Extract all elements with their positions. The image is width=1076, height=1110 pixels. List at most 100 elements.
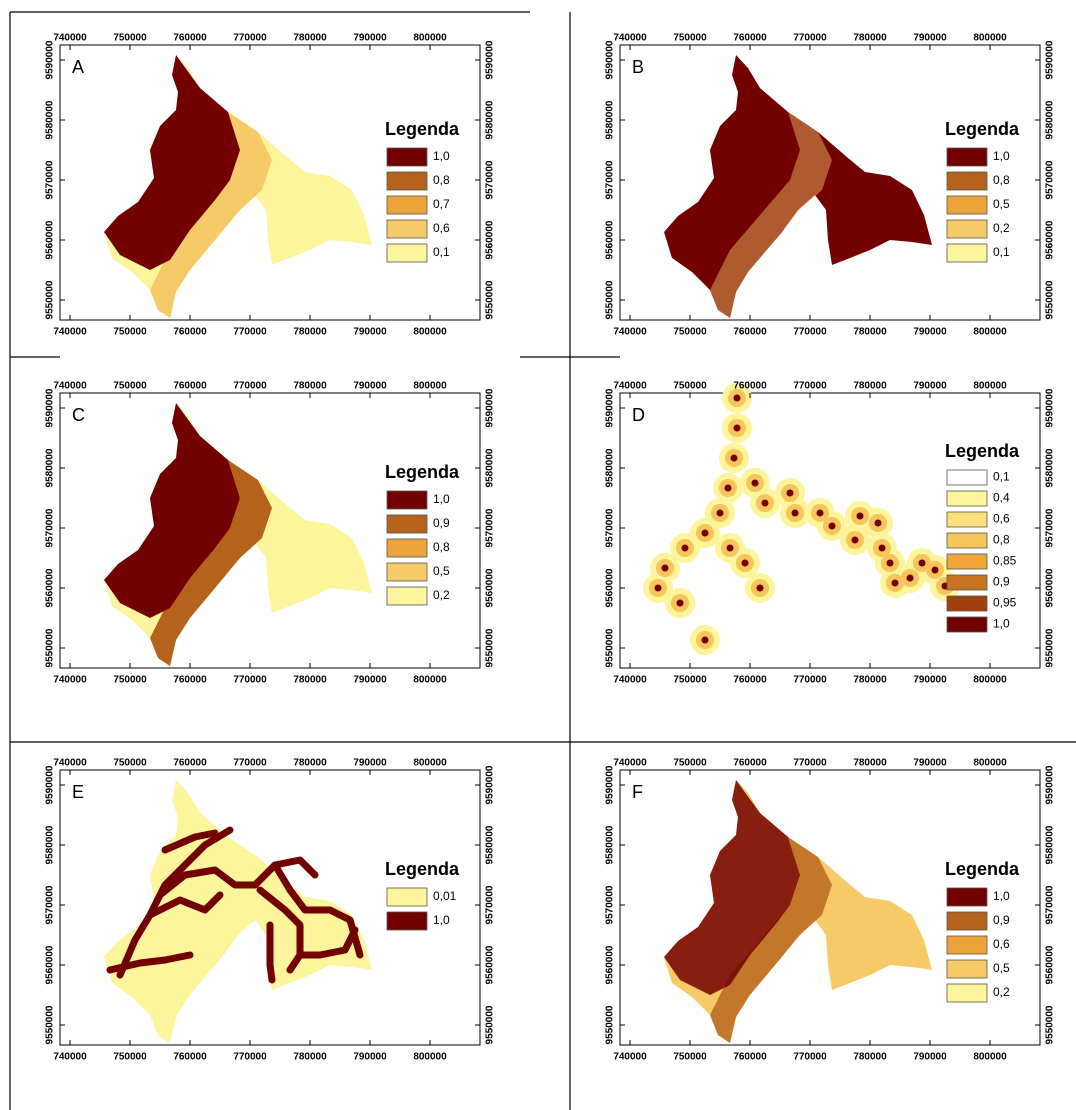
y-tick-label: 9580000	[605, 100, 616, 139]
buffer-core	[879, 545, 886, 552]
x-tick-label: 760000	[173, 33, 207, 44]
legend-label: 0,8	[993, 533, 1010, 547]
y-tick-label: 9570000	[1045, 885, 1056, 924]
y-tick-label: 9590000	[605, 40, 616, 79]
x-tick-label: 780000	[293, 758, 327, 769]
buffer-core	[734, 425, 741, 432]
x-tick-label: 750000	[673, 381, 707, 392]
x-tick-label: 800000	[973, 758, 1007, 769]
x-tick-label: 750000	[673, 758, 707, 769]
y-tick-label: 9590000	[605, 388, 616, 427]
y-tick-label: 9560000	[605, 945, 616, 984]
y-tick-label: 9550000	[1045, 628, 1056, 667]
buffer-core	[725, 485, 732, 492]
map-zone	[104, 55, 240, 270]
x-tick-label: 790000	[913, 758, 947, 769]
legend-swatch	[947, 888, 987, 906]
y-tick-label: 9560000	[45, 220, 56, 259]
x-tick-label: 740000	[53, 758, 87, 769]
y-tick-label: 9550000	[485, 628, 496, 667]
legend-label: 0,6	[993, 937, 1010, 951]
y-tick-label: 9550000	[605, 280, 616, 319]
y-tick-label: 9560000	[1045, 220, 1056, 259]
y-tick-label: 9560000	[605, 220, 616, 259]
legend-swatch	[387, 515, 427, 533]
legend-title: Legenda	[945, 441, 1020, 461]
legend-label: 0,1	[993, 245, 1010, 259]
x-tick-label: 740000	[613, 33, 647, 44]
y-tick-label: 9590000	[45, 40, 56, 79]
y-tick-label: 9580000	[45, 100, 56, 139]
buffer-core	[662, 565, 669, 572]
y-tick-label: 9570000	[485, 508, 496, 547]
x-tick-label: 790000	[353, 381, 387, 392]
x-tick-label: 750000	[673, 327, 707, 338]
x-tick-label: 790000	[353, 1052, 387, 1063]
legend-label: 1,0	[433, 149, 450, 163]
x-tick-label: 790000	[913, 327, 947, 338]
legend-swatch	[387, 244, 427, 262]
buffer-core	[875, 520, 882, 527]
y-tick-label: 9580000	[485, 100, 496, 139]
legend-swatch	[947, 554, 987, 569]
x-tick-label: 760000	[173, 758, 207, 769]
legend-label: 0,9	[993, 913, 1010, 927]
y-tick-label: 9550000	[605, 628, 616, 667]
x-tick-label: 750000	[673, 675, 707, 686]
y-tick-label: 9580000	[485, 825, 496, 864]
y-tick-label: 9590000	[1045, 388, 1056, 427]
legend-label: 0,1	[993, 470, 1010, 484]
legend-swatch	[387, 563, 427, 581]
panel-letter: F	[632, 782, 643, 802]
x-tick-label: 800000	[413, 33, 447, 44]
legend-label: 0,9	[433, 516, 450, 530]
y-tick-label: 9560000	[1045, 568, 1056, 607]
y-tick-label: 9550000	[485, 1005, 496, 1044]
y-tick-label: 9580000	[1045, 825, 1056, 864]
x-tick-label: 800000	[973, 33, 1007, 44]
x-tick-label: 780000	[853, 675, 887, 686]
buffer-core	[919, 560, 926, 567]
x-tick-label: 760000	[733, 381, 767, 392]
legend-swatch	[387, 491, 427, 509]
x-tick-label: 790000	[353, 327, 387, 338]
y-tick-label: 9560000	[45, 568, 56, 607]
legend-swatch	[947, 984, 987, 1002]
y-tick-label: 9570000	[605, 885, 616, 924]
y-tick-label: 9570000	[485, 160, 496, 199]
y-tick-label: 9590000	[485, 765, 496, 804]
legend-label: 0,7	[433, 197, 450, 211]
map-panel: 7400007400007500007500007600007600007700…	[45, 758, 496, 1063]
x-tick-label: 800000	[413, 1052, 447, 1063]
legend-swatch	[947, 491, 987, 506]
x-tick-label: 750000	[113, 381, 147, 392]
x-tick-label: 790000	[913, 675, 947, 686]
x-tick-label: 780000	[853, 1052, 887, 1063]
legend-swatch	[947, 617, 987, 632]
y-tick-label: 9580000	[605, 448, 616, 487]
legend-swatch	[947, 596, 987, 611]
buffer-core	[829, 523, 836, 530]
legend-label: 1,0	[993, 617, 1010, 631]
y-tick-label: 9570000	[45, 508, 56, 547]
x-tick-label: 760000	[173, 1052, 207, 1063]
x-tick-label: 800000	[973, 675, 1007, 686]
x-tick-label: 770000	[233, 327, 267, 338]
legend-label: 0,6	[433, 221, 450, 235]
y-tick-label: 9580000	[485, 448, 496, 487]
x-tick-label: 770000	[793, 33, 827, 44]
legend-swatch	[947, 220, 987, 238]
x-tick-label: 770000	[233, 381, 267, 392]
x-tick-label: 750000	[673, 1052, 707, 1063]
legend-swatch	[387, 539, 427, 557]
legend-swatch	[947, 533, 987, 548]
x-tick-label: 750000	[113, 1052, 147, 1063]
legend-title: Legenda	[945, 119, 1020, 139]
x-tick-label: 760000	[733, 758, 767, 769]
y-tick-label: 9590000	[1045, 40, 1056, 79]
x-tick-label: 770000	[793, 758, 827, 769]
x-tick-label: 770000	[233, 758, 267, 769]
x-tick-label: 760000	[733, 1052, 767, 1063]
y-tick-label: 9560000	[1045, 945, 1056, 984]
x-tick-label: 770000	[793, 327, 827, 338]
